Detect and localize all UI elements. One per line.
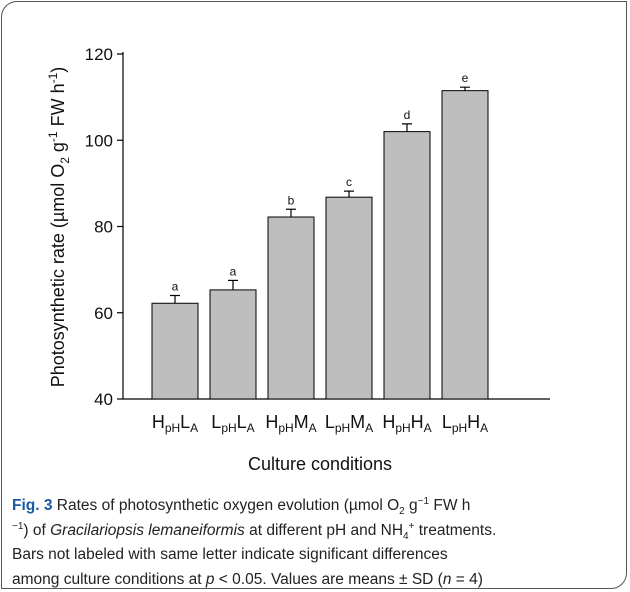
y-label-sup: -1	[46, 131, 60, 142]
caption-text: ) of	[23, 521, 51, 539]
x-axis-label: Culture conditions	[248, 454, 392, 474]
label-sub: pH	[452, 421, 467, 435]
x-tick-label: HpHHA	[382, 412, 431, 435]
y-tick-label: 80	[94, 218, 113, 237]
label-main: H	[152, 412, 165, 432]
caption-text: Rates of photosynthetic oxygen evolution…	[52, 497, 400, 514]
y-label-part: )	[48, 67, 68, 73]
y-label-part: Photosynthetic rate (µmol O	[48, 164, 68, 387]
caption: Fig. 3 Rates of photosynthetic oxygen ev…	[12, 494, 622, 589]
label-sub: A	[480, 421, 488, 435]
caption-text: FW h	[429, 497, 471, 514]
caption-text: Bars not labeled with same letter indica…	[12, 546, 448, 563]
caption-var: p	[205, 570, 215, 588]
label-sub: pH	[395, 421, 410, 435]
x-tick-label: LpHHA	[442, 412, 488, 435]
y-label-part: FW h	[48, 83, 68, 131]
label-main: M	[350, 412, 365, 432]
caption-var: n	[442, 570, 452, 588]
caption-sub: 4	[403, 530, 409, 542]
bar	[151, 302, 199, 400]
label-main: L	[211, 412, 221, 432]
caption-text: among culture conditions at	[12, 570, 206, 588]
fig-label: Fig. 3	[12, 497, 53, 514]
label-main: H	[411, 412, 424, 432]
significance-letter: e	[462, 71, 469, 85]
y-tick-label: 100	[85, 131, 113, 150]
significance-letter: a	[230, 264, 237, 278]
label-sub: A	[190, 421, 198, 435]
caption-line: Fig. 3 Rates of photosynthetic oxygen ev…	[12, 494, 622, 519]
caption-species: Gracilariopsis lemaneiformis	[50, 521, 245, 539]
caption-text: < 0.05. Values are means ± SD (	[214, 570, 443, 588]
y-label-part: g	[48, 142, 68, 157]
label-sub: pH	[335, 421, 350, 435]
significance-letter: d	[404, 108, 411, 122]
x-tick-label: LpHMA	[325, 412, 373, 435]
caption-sup: −1	[417, 495, 430, 507]
y-tick-label: 60	[94, 304, 113, 323]
caption-line: among culture conditions at p < 0.05. Va…	[12, 568, 622, 589]
caption-sub: 2	[399, 506, 405, 518]
label-main: L	[180, 412, 190, 432]
caption-text: at different pH and NH	[244, 521, 404, 539]
y-label-sub: 2	[58, 157, 72, 164]
x-tick-label: HpHMA	[265, 412, 316, 435]
label-main: H	[265, 412, 278, 432]
chart: Photosynthetic rate (µmol O2 g-1 FW h-1)…	[46, 45, 550, 474]
caption-sup: −1	[12, 520, 24, 532]
label-main: L	[237, 412, 247, 432]
significance-letter: b	[288, 193, 295, 207]
bar	[267, 216, 315, 400]
significance-letter: a	[172, 280, 179, 294]
bar	[383, 131, 431, 400]
label-main: H	[467, 412, 480, 432]
y-tick-label: 120	[85, 45, 113, 64]
label-sub: A	[309, 421, 317, 435]
label-main: H	[382, 412, 395, 432]
significance-letter: c	[346, 175, 352, 189]
label-sub: pH	[221, 421, 236, 435]
y-tick-label: 40	[94, 390, 113, 409]
bar	[325, 196, 373, 400]
x-tick-label: LpHLA	[211, 412, 254, 435]
label-sub: pH	[278, 421, 293, 435]
bar	[209, 289, 257, 400]
label-main: M	[294, 412, 309, 432]
caption-sup: +	[408, 520, 415, 532]
caption-text: g	[404, 497, 418, 514]
caption-text: treatments.	[414, 521, 497, 539]
caption-line: Bars not labeled with same letter indica…	[12, 543, 622, 568]
y-label-sup: -1	[46, 72, 60, 83]
label-sub: A	[247, 421, 255, 435]
x-tick-label: HpHLA	[152, 412, 198, 435]
label-main: L	[325, 412, 335, 432]
label-sub: A	[365, 421, 373, 435]
label-sub: pH	[165, 421, 180, 435]
y-axis-label: Photosynthetic rate (µmol O2 g-1 FW h-1)	[46, 67, 72, 388]
label-sub: A	[424, 421, 432, 435]
bar	[441, 90, 489, 400]
caption-text: = 4)	[451, 570, 483, 588]
label-main: L	[442, 412, 452, 432]
caption-line: −1) of Gracilariopsis lemaneiformis at d…	[12, 519, 622, 544]
